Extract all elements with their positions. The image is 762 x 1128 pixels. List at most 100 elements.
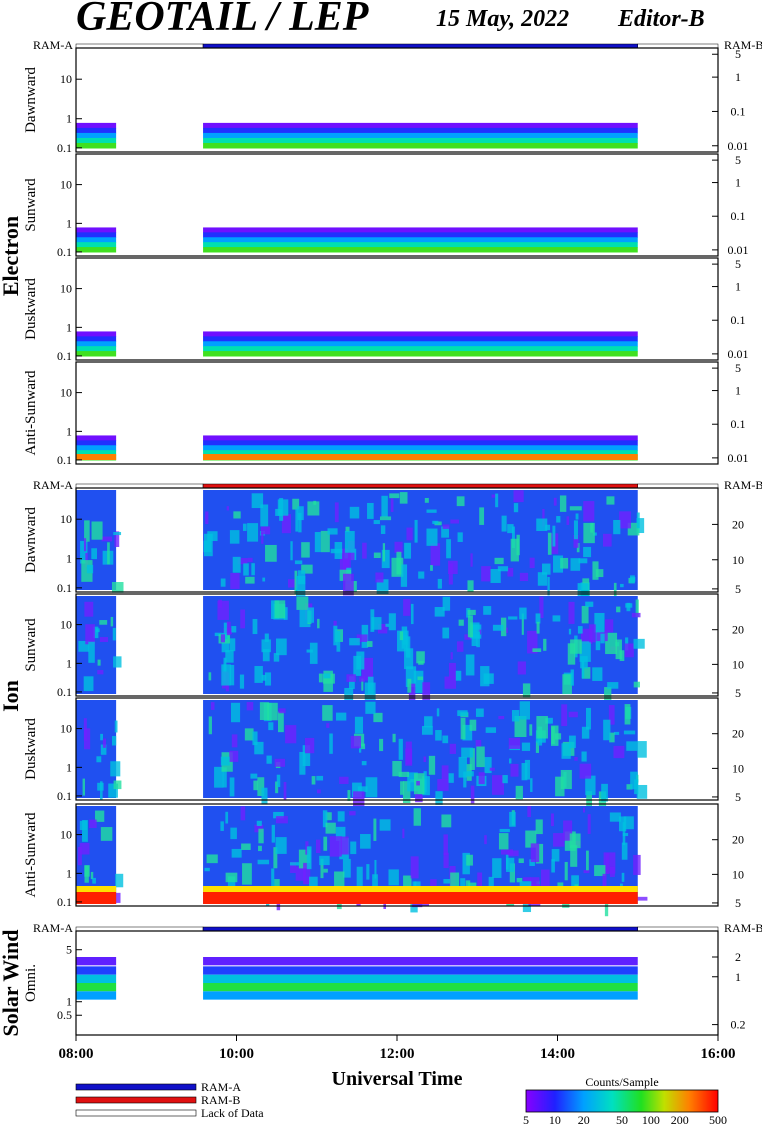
- spectrogram-cell: [374, 859, 377, 879]
- spectrogram-cell: [410, 603, 414, 625]
- spectrogram-band: [203, 351, 638, 357]
- spectrogram-cell: [601, 783, 608, 802]
- spectrogram-cell: [444, 676, 457, 689]
- ram-label-left: RAM-A: [33, 478, 73, 492]
- spectrogram-cell: [507, 524, 514, 534]
- spectrogram-cell: [463, 771, 467, 788]
- spectrogram-cell: [636, 518, 645, 534]
- spectrogram-cell: [283, 607, 288, 620]
- spectrogram-cell: [299, 609, 311, 628]
- spectrogram-cell: [246, 702, 254, 711]
- figure-editor: Editor-B: [617, 6, 705, 32]
- spectrogram-cell: [336, 631, 341, 652]
- spectrogram-cell: [296, 575, 306, 599]
- panel-frame: [75, 803, 719, 907]
- spectrogram-cell: [345, 526, 350, 533]
- spectrogram-cell: [350, 841, 357, 855]
- spectrogram-cell: [485, 727, 497, 733]
- spectrogram-cell: [334, 502, 339, 523]
- right-tick-label: 0.1: [731, 104, 746, 118]
- spectrogram-cell: [86, 564, 94, 574]
- spectrogram-cell: [400, 781, 404, 795]
- panel-name: Sunward: [23, 178, 39, 232]
- spectrogram-cell: [349, 506, 360, 519]
- spectrogram-cell: [292, 498, 300, 510]
- colorbar-gradient: [525, 1089, 719, 1113]
- spectrogram-cell: [225, 650, 234, 663]
- spectrogram-cell: [583, 870, 590, 874]
- spectrogram-cell: [510, 763, 519, 777]
- spectrogram-cell: [592, 667, 603, 681]
- spectrogram-cell: [342, 573, 354, 596]
- spectrogram-panel: Anti-Sunward 10 1 0.1 20 10 5: [23, 803, 744, 917]
- spectrogram-cell: [424, 497, 429, 503]
- spectrogram-cell: [499, 828, 510, 833]
- spectrogram-cell: [91, 521, 103, 540]
- spectrogram-cell: [373, 818, 377, 841]
- spectrogram-cell: [457, 710, 468, 717]
- spectrogram-cell: [593, 532, 597, 536]
- right-tick-label: 5: [735, 361, 741, 375]
- spectrogram-cell: [515, 785, 523, 800]
- spectrogram-cell: [271, 824, 275, 843]
- spectrogram-cell: [353, 791, 365, 814]
- spectrogram-cell: [230, 827, 237, 840]
- spectrogram-band: [76, 237, 117, 243]
- spectrogram-cell: [626, 741, 638, 751]
- spectrogram-cell: [602, 873, 607, 889]
- spectrogram-cell: [407, 772, 418, 792]
- spectrogram-cell: [229, 777, 235, 797]
- spectrogram-cell: [239, 674, 245, 689]
- spectrogram-cell: [394, 541, 403, 553]
- spectrogram-cell: [100, 827, 113, 841]
- spectrogram-cell: [410, 856, 419, 879]
- spectrogram-cell: [613, 582, 617, 600]
- spectrogram-cell: [624, 643, 634, 658]
- spectrogram-cell: [344, 687, 354, 701]
- spectrogram-cell: [82, 778, 85, 796]
- spectrogram-cell: [322, 705, 333, 721]
- spectrogram-cell: [479, 507, 485, 525]
- spectrogram-cell: [298, 849, 311, 869]
- right-tick-label: 0.1: [731, 209, 746, 223]
- spectrogram-cell: [221, 664, 231, 686]
- x-tick-label: 14:00: [540, 1046, 575, 1062]
- spectrogram-cell: [306, 649, 313, 653]
- spectrogram-cell: [229, 664, 235, 686]
- spectrogram-cell: [323, 673, 331, 679]
- spectrogram-cell: [436, 708, 440, 717]
- y-tick-label: 0.1: [57, 895, 72, 909]
- spectrogram-cell: [567, 643, 576, 665]
- spectrogram-cell: [114, 720, 118, 733]
- y-tick-label: 0.1: [57, 685, 72, 699]
- spectrogram-cell: [97, 659, 101, 666]
- spectrogram-cell: [225, 872, 238, 883]
- spectrogram-cell: [633, 638, 645, 649]
- spectrogram-band: [76, 142, 117, 149]
- spectrogram-cell: [569, 506, 582, 511]
- spectrogram-cell: [583, 501, 595, 522]
- spectrogram-cell: [373, 712, 383, 723]
- spectrogram-band: [76, 450, 117, 456]
- spectrogram-band: [76, 137, 117, 144]
- spectrogram-cell: [381, 549, 390, 569]
- spectrogram-cell: [400, 564, 408, 587]
- right-tick-label: 0.01: [728, 347, 749, 361]
- spectrogram-cell: [301, 542, 310, 558]
- spectrogram-cell: [294, 570, 298, 594]
- right-tick-label: 0.1: [731, 417, 746, 431]
- spectrogram-cell: [465, 880, 471, 888]
- panel-name: Anti-Sunward: [23, 370, 39, 455]
- spectrogram-cell: [560, 769, 572, 790]
- spectrogram-cell: [277, 499, 289, 516]
- spectrogram-cell: [335, 712, 347, 721]
- right-tick-label: 0.1: [731, 313, 746, 327]
- spectrogram-cell: [333, 620, 337, 626]
- right-tick-label: 5: [735, 896, 741, 910]
- spectrogram-cell: [627, 522, 640, 536]
- spectrogram-cell: [403, 598, 411, 616]
- spectrogram-cell: [585, 601, 594, 607]
- spectrogram-cell: [423, 771, 427, 793]
- spectrogram-cell: [241, 843, 251, 850]
